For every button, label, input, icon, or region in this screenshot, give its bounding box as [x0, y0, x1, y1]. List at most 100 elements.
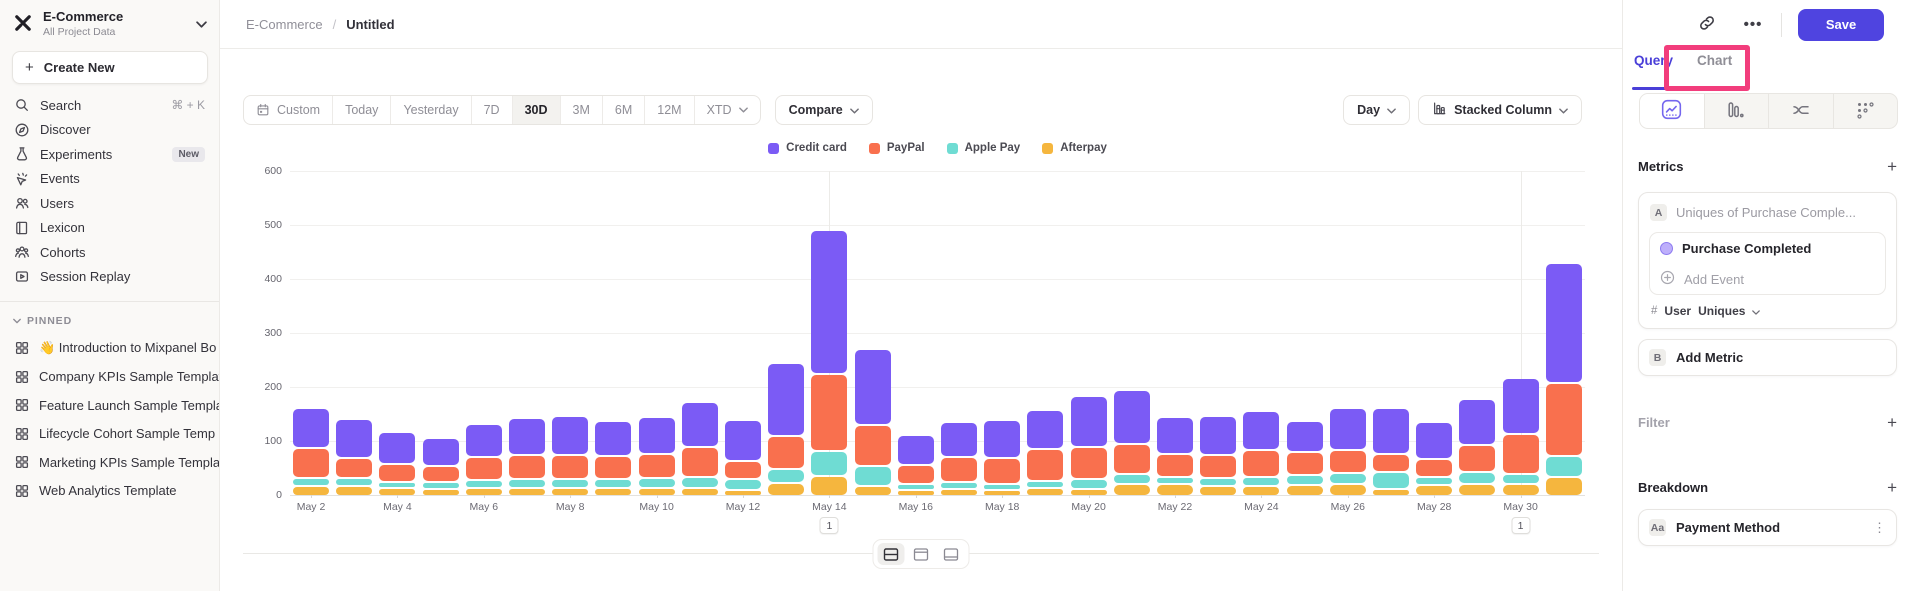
bar-may-8[interactable] [552, 417, 589, 495]
measure-entity[interactable]: User [1664, 304, 1692, 318]
legend-item-paypal[interactable]: PayPal [868, 142, 925, 154]
segment-apple-pay[interactable] [465, 480, 502, 487]
segment-apple-pay[interactable] [1070, 479, 1107, 489]
tab-chart[interactable]: Chart [1697, 52, 1733, 68]
segment-apple-pay[interactable] [509, 480, 545, 487]
annotation-badge-may-14[interactable]: 1 [819, 517, 839, 534]
segment-paypal[interactable] [379, 464, 416, 481]
segment-apple-pay[interactable] [293, 478, 329, 486]
segment-credit-card[interactable] [941, 422, 977, 457]
segment-credit-card[interactable] [984, 420, 1021, 458]
sidebar-item-users[interactable]: Users [0, 191, 219, 216]
segment-credit-card[interactable] [465, 425, 502, 457]
segment-afterpay[interactable] [465, 488, 502, 495]
segment-afterpay[interactable] [1373, 490, 1409, 495]
segment-credit-card[interactable] [638, 417, 675, 454]
segment-apple-pay[interactable] [1416, 477, 1453, 484]
bar-may-4[interactable] [379, 433, 416, 495]
segment-apple-pay[interactable] [379, 482, 416, 488]
segment-apple-pay[interactable] [725, 479, 761, 489]
segment-credit-card[interactable] [1373, 409, 1409, 454]
segment-apple-pay[interactable] [1459, 473, 1496, 484]
bar-may-31[interactable] [1545, 263, 1582, 495]
bar-may-11[interactable] [681, 402, 718, 495]
sidebar-item-discover[interactable]: Discover [0, 118, 219, 143]
sidebar-item-cohorts[interactable]: Cohorts [0, 240, 219, 265]
segment-credit-card[interactable] [1416, 422, 1453, 459]
segment-credit-card[interactable] [811, 231, 848, 373]
segment-credit-card[interactable] [1157, 418, 1193, 453]
segment-afterpay[interactable] [509, 488, 545, 495]
segment-afterpay[interactable] [1113, 485, 1150, 495]
bar-may-14[interactable] [811, 231, 848, 495]
range-7d[interactable]: 7D [472, 96, 513, 124]
segment-afterpay[interactable] [897, 491, 934, 495]
measure-type-dropdown[interactable]: Uniques [1698, 304, 1746, 318]
bar-may-3[interactable] [336, 420, 373, 495]
breakdown-kebab-menu[interactable]: ⋮ [1873, 519, 1886, 535]
bar-may-27[interactable] [1373, 409, 1409, 495]
segment-apple-pay[interactable] [1243, 477, 1280, 485]
segment-afterpay[interactable] [1070, 490, 1107, 495]
segment-apple-pay[interactable] [1502, 474, 1539, 483]
bar-may-9[interactable] [595, 421, 632, 495]
segment-paypal[interactable] [509, 456, 545, 479]
segment-credit-card[interactable] [509, 419, 545, 455]
metric-card-b-add-metric[interactable]: B Add Metric [1638, 339, 1897, 376]
segment-credit-card[interactable] [1113, 390, 1150, 443]
segment-paypal[interactable] [1329, 451, 1366, 472]
tab-query[interactable]: Query [1631, 30, 1676, 90]
segment-afterpay[interactable] [336, 487, 373, 495]
segment-afterpay[interactable] [1027, 489, 1064, 495]
segment-apple-pay[interactable] [1329, 473, 1366, 484]
segment-afterpay[interactable] [984, 491, 1021, 495]
layout-toggle-split-horizontal[interactable] [877, 543, 905, 565]
bar-may-12[interactable] [725, 420, 761, 495]
flows-tab[interactable] [1769, 94, 1834, 128]
segment-apple-pay[interactable] [1200, 478, 1237, 485]
segment-apple-pay[interactable] [768, 470, 805, 483]
segment-paypal[interactable] [552, 455, 589, 479]
segment-credit-card[interactable] [595, 421, 632, 456]
segment-paypal[interactable] [941, 458, 977, 482]
segment-paypal[interactable] [1113, 444, 1150, 473]
segment-apple-pay[interactable] [1373, 473, 1409, 489]
segment-apple-pay[interactable] [897, 485, 934, 489]
segment-afterpay[interactable] [1459, 485, 1496, 495]
bar-chart-tab[interactable] [1705, 94, 1769, 128]
segment-credit-card[interactable] [768, 363, 805, 436]
segment-paypal[interactable] [1200, 456, 1237, 477]
bar-may-18[interactable] [984, 420, 1021, 495]
bar-may-13[interactable] [768, 363, 805, 495]
segment-apple-pay[interactable] [422, 483, 459, 488]
segment-credit-card[interactable] [1070, 396, 1107, 447]
layout-toggle-panel-bottom[interactable] [938, 543, 965, 565]
segment-credit-card[interactable] [897, 435, 934, 465]
segment-afterpay[interactable] [768, 484, 805, 495]
range-6m[interactable]: 6M [603, 96, 646, 124]
save-button[interactable]: Save [1798, 8, 1884, 41]
pinned-board-company-kpis-sample-templat[interactable]: Company KPIs Sample Templat [0, 363, 219, 392]
bar-may-29[interactable] [1459, 400, 1496, 495]
segment-afterpay[interactable] [1200, 486, 1237, 495]
segment-credit-card[interactable] [1243, 412, 1280, 450]
add-event-button[interactable]: Add Event [1650, 264, 1885, 294]
segment-paypal[interactable] [595, 457, 632, 479]
segment-paypal[interactable] [811, 374, 848, 450]
sidebar-item-search[interactable]: Search ⌘ + K [0, 93, 219, 118]
segment-paypal[interactable] [336, 458, 373, 477]
sidebar-item-experiments[interactable]: Experiments New [0, 142, 219, 167]
segment-afterpay[interactable] [1157, 484, 1193, 495]
segment-apple-pay[interactable] [1286, 476, 1323, 484]
segment-paypal[interactable] [1157, 454, 1193, 476]
segment-paypal[interactable] [984, 459, 1021, 483]
segment-credit-card[interactable] [379, 433, 416, 463]
segment-afterpay[interactable] [811, 476, 848, 495]
bar-may-21[interactable] [1113, 390, 1150, 495]
segment-paypal[interactable] [681, 447, 718, 476]
bar-may-25[interactable] [1286, 421, 1323, 495]
segment-credit-card[interactable] [1545, 263, 1582, 383]
breadcrumb-project[interactable]: E-Commerce [246, 16, 323, 32]
segment-apple-pay[interactable] [681, 477, 718, 487]
segment-paypal[interactable] [1545, 384, 1582, 456]
